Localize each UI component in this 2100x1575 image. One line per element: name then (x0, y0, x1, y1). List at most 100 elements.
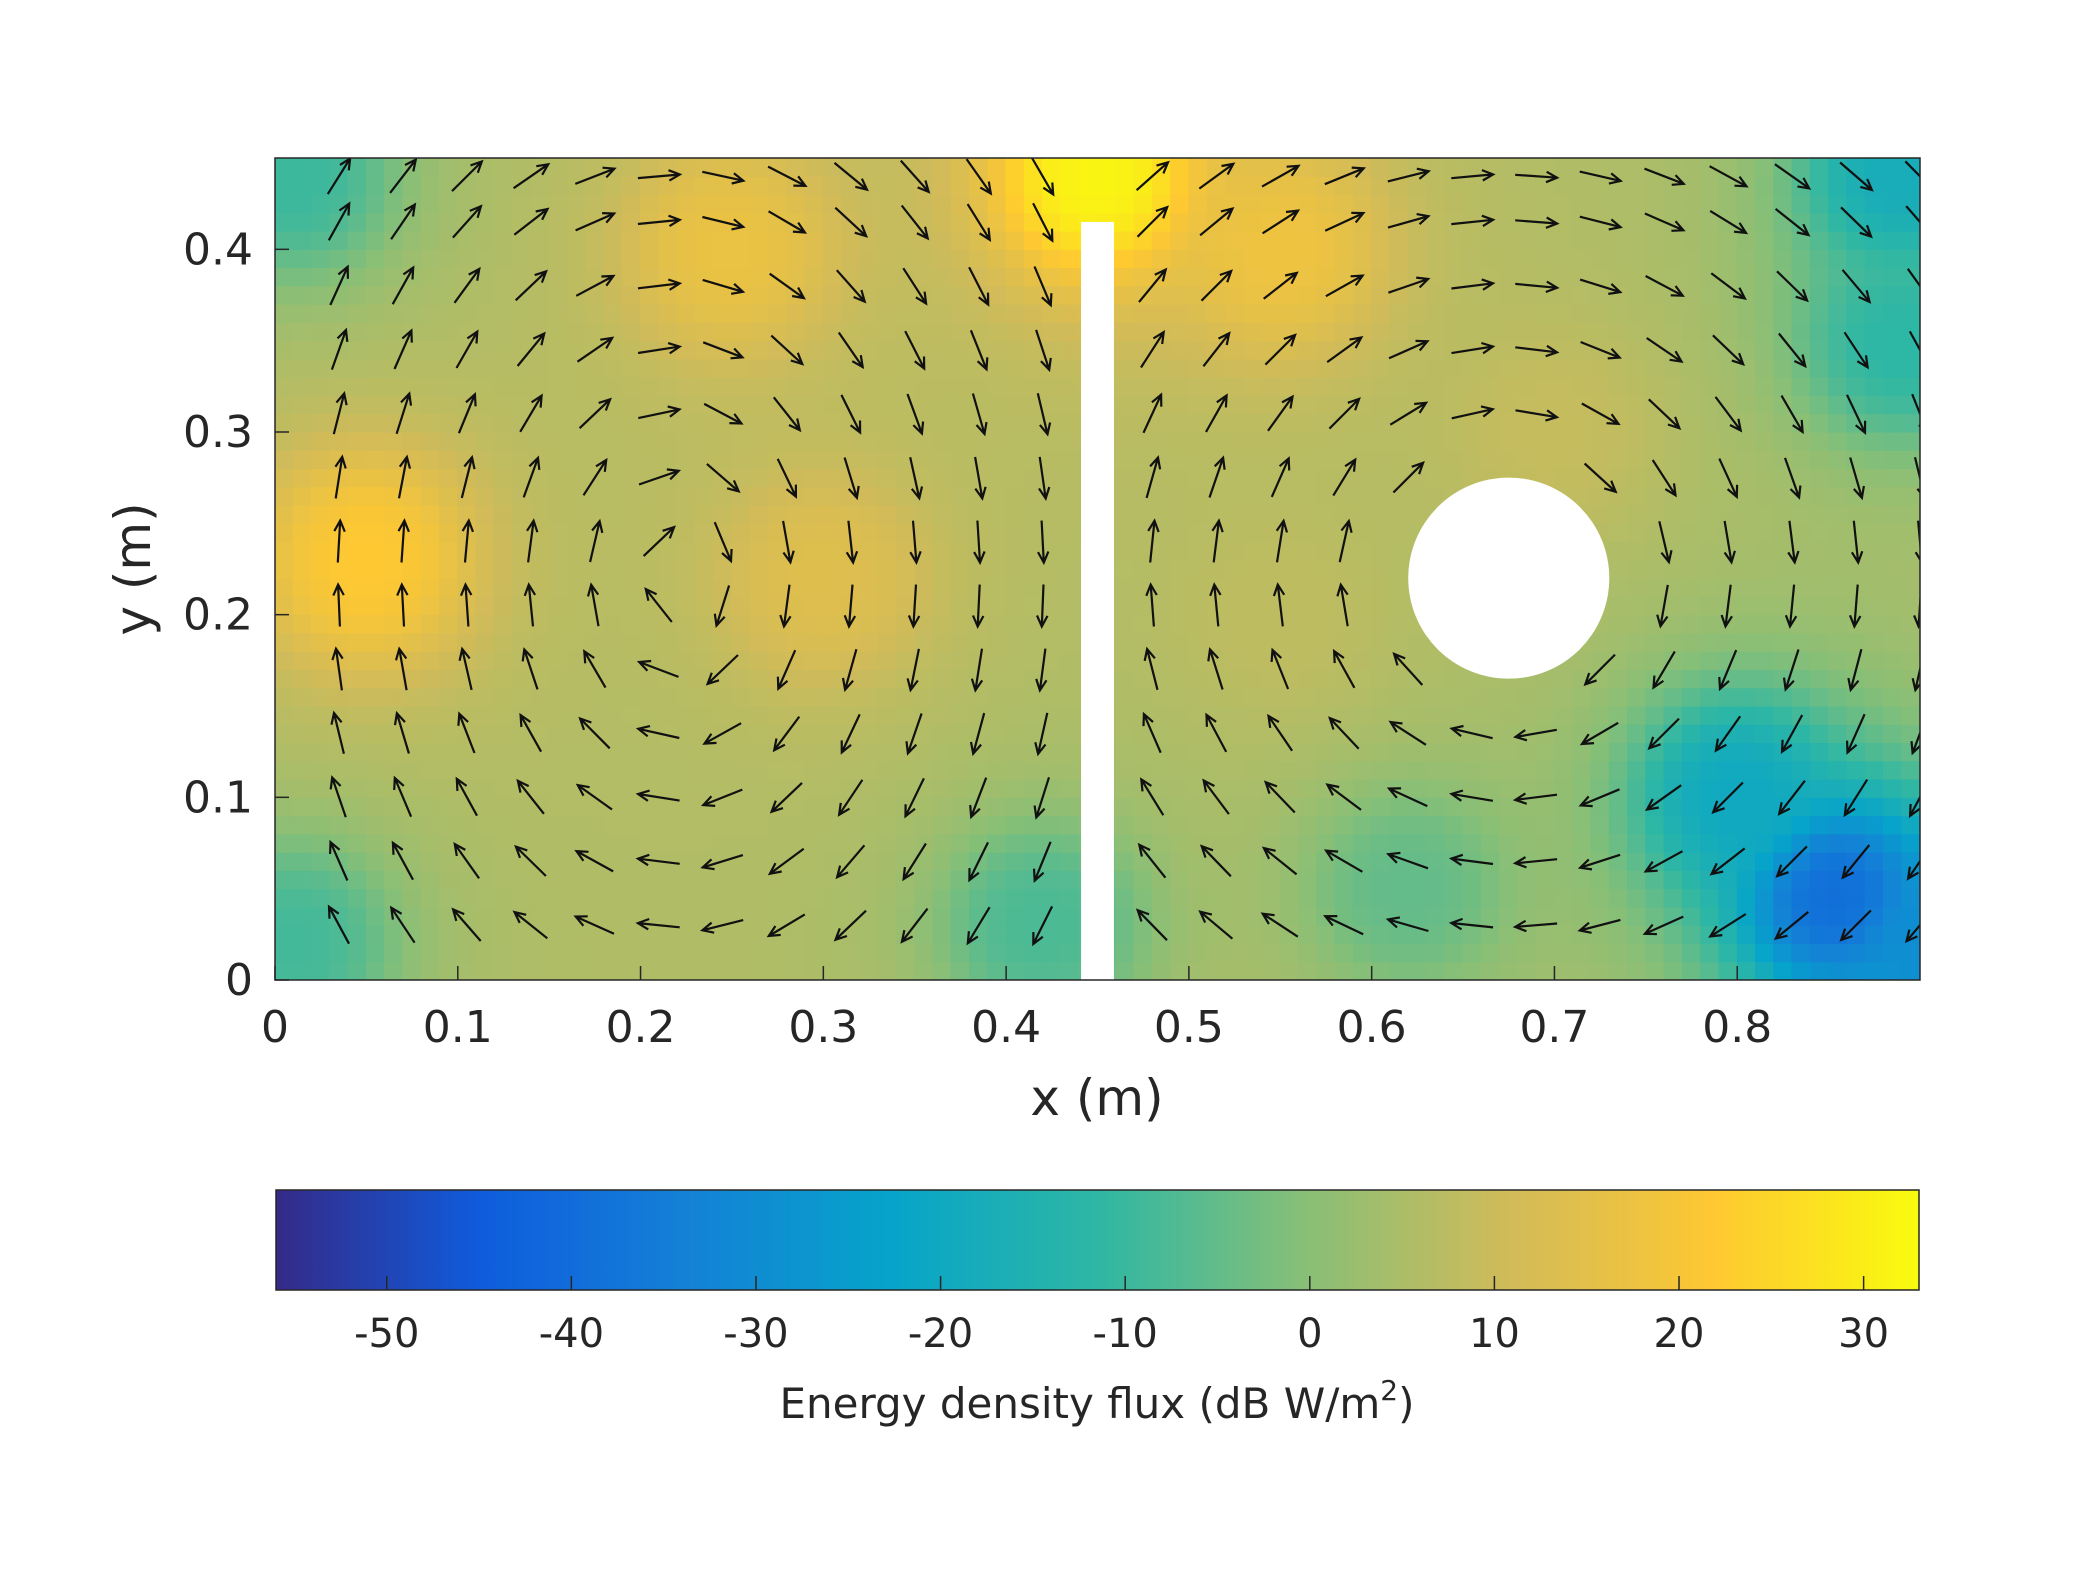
heatmap-cell (1755, 449, 1775, 470)
heatmap-cell (292, 796, 313, 817)
heatmap-cell (694, 632, 715, 652)
heatmap-cell (1572, 650, 1592, 670)
heatmap-cell (621, 158, 642, 177)
heatmap-cell (804, 394, 824, 415)
heatmap-cell (439, 267, 459, 287)
heatmap-cell (1645, 632, 1665, 652)
flux-vector-arrow (1776, 270, 1809, 303)
heatmap-cell (329, 230, 349, 250)
flux-vector-arrow (1646, 337, 1684, 364)
heatmap-cell (841, 248, 861, 269)
heatmap-cell (1590, 358, 1610, 378)
heatmap-cell (768, 248, 788, 269)
heatmap-cell (877, 394, 897, 415)
flux-vector-arrow (1644, 784, 1682, 811)
heatmap-cell (1426, 194, 1446, 214)
heatmap-cell (275, 815, 294, 835)
heatmap-cell (420, 577, 440, 597)
heatmap-cell (530, 815, 550, 835)
heatmap-cell (895, 522, 916, 543)
heatmap-cell (566, 158, 587, 177)
heatmap-cell (1791, 742, 1811, 762)
heatmap-cell (1334, 486, 1354, 506)
heatmap-cell (1462, 778, 1482, 798)
flux-vector-arrow (1267, 713, 1294, 752)
heatmap-cell (1700, 431, 1720, 451)
heatmap-cell (822, 267, 843, 287)
heatmap-cell (1206, 267, 1226, 287)
heatmap-cell (1846, 431, 1866, 451)
heatmap-cell (658, 760, 678, 780)
flux-vector-arrow (700, 854, 744, 871)
heatmap-cell (1115, 833, 1135, 853)
heatmap-cell (1681, 851, 1702, 871)
heatmap-cell (1882, 833, 1903, 853)
heatmap-cell (1426, 778, 1446, 798)
heatmap-cell (548, 394, 568, 415)
heatmap-cell (768, 230, 788, 250)
heatmap-cell (1718, 888, 1738, 908)
heatmap-cell (804, 614, 824, 634)
heatmap-cell (1553, 961, 1574, 980)
heatmap-cell (1755, 815, 1775, 835)
heatmap-cell (640, 595, 660, 616)
heatmap-cell (895, 431, 916, 451)
heatmap-cell (1535, 796, 1555, 817)
heatmap-cell (1846, 230, 1866, 250)
heatmap-cell (768, 303, 788, 323)
heatmap-cell (932, 869, 952, 890)
heatmap-cell (676, 815, 696, 835)
flux-vector-arrow (834, 206, 869, 238)
heatmap-cell (1480, 358, 1501, 378)
heatmap-cell (475, 158, 495, 177)
heatmap-cell (768, 194, 788, 214)
heatmap-cell (475, 321, 495, 342)
heatmap-cell (1627, 595, 1647, 616)
heatmap-cell (1864, 778, 1884, 798)
heatmap-cell (859, 522, 879, 543)
heatmap-cell (402, 285, 422, 305)
heatmap-cell (950, 303, 971, 323)
heatmap-cell (658, 961, 678, 980)
heatmap-cell (822, 449, 843, 470)
heatmap-cell (1864, 468, 1884, 488)
heatmap-cell (384, 248, 404, 269)
flux-vector-arrow (1579, 278, 1623, 295)
heatmap-cell (1645, 687, 1665, 707)
heatmap-cell (439, 504, 459, 524)
heatmap-cell (603, 687, 623, 707)
heatmap-cell (804, 888, 824, 908)
heatmap-cell (1115, 194, 1135, 214)
heatmap-cell (1882, 942, 1903, 963)
heatmap-cell (1206, 376, 1226, 396)
heatmap-cell (1188, 723, 1208, 744)
heatmap-cell (566, 248, 587, 269)
flux-vector-arrow (1267, 394, 1294, 432)
heatmap-cell (1243, 742, 1263, 762)
heatmap-cell (1645, 942, 1665, 963)
heatmap-cell (1243, 815, 1263, 835)
heatmap-cell (914, 504, 934, 524)
heatmap-cell (548, 595, 568, 616)
heatmap-cell (1882, 796, 1903, 817)
heatmap-cell (1243, 340, 1263, 360)
heatmap-cell (1553, 413, 1574, 433)
heatmap-cell (1444, 321, 1464, 342)
heatmap-cell (1060, 668, 1080, 689)
heatmap-cell (749, 303, 769, 323)
heatmap-cell (969, 760, 989, 780)
heatmap-cell (1809, 285, 1830, 305)
heatmap-cell (859, 650, 879, 670)
heatmap-cell (1773, 504, 1793, 524)
heatmap-cell (548, 632, 568, 652)
heatmap-cell (1809, 158, 1830, 177)
heatmap-cell (1553, 358, 1574, 378)
heatmap-cell (859, 321, 879, 342)
heatmap-cell (530, 212, 550, 232)
heatmap-cell (384, 742, 404, 762)
flux-vector-arrow (394, 646, 408, 691)
heatmap-cell (439, 705, 459, 725)
heatmap-cell (1736, 942, 1756, 963)
flux-vector-arrow (843, 457, 860, 501)
flux-vector-arrow (768, 210, 808, 234)
